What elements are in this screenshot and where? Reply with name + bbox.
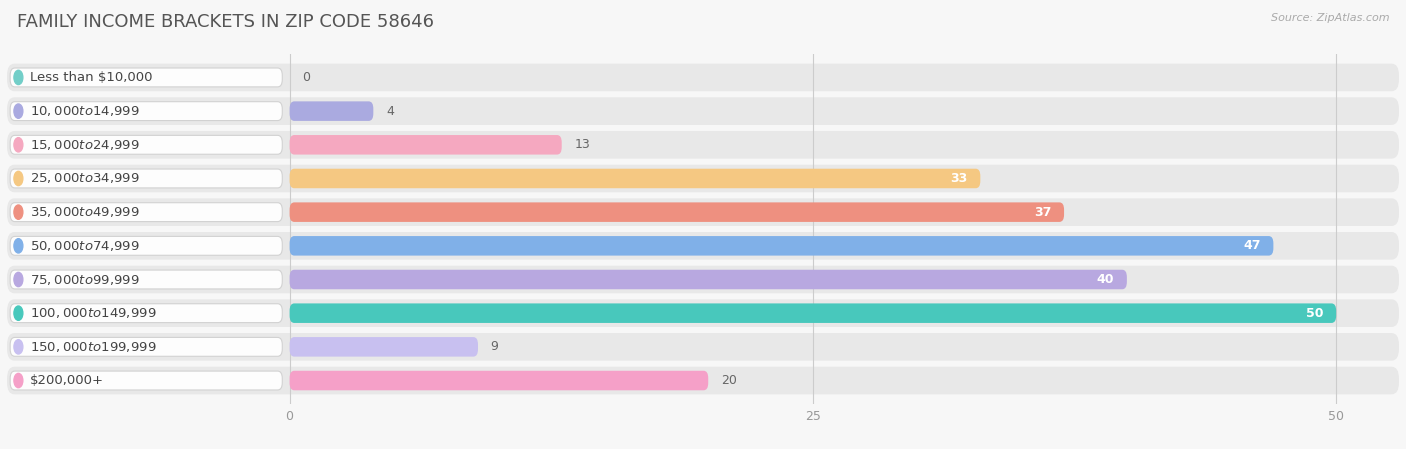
Circle shape <box>14 205 22 219</box>
FancyBboxPatch shape <box>7 131 1399 158</box>
Circle shape <box>14 239 22 253</box>
FancyBboxPatch shape <box>7 97 1399 125</box>
Circle shape <box>14 138 22 152</box>
FancyBboxPatch shape <box>290 270 1126 289</box>
FancyBboxPatch shape <box>10 135 283 154</box>
Text: $100,000 to $149,999: $100,000 to $149,999 <box>30 306 156 320</box>
FancyBboxPatch shape <box>7 165 1399 192</box>
FancyBboxPatch shape <box>7 266 1399 293</box>
FancyBboxPatch shape <box>10 338 283 357</box>
FancyBboxPatch shape <box>10 101 283 120</box>
Text: $25,000 to $34,999: $25,000 to $34,999 <box>30 172 139 185</box>
FancyBboxPatch shape <box>290 304 1336 323</box>
FancyBboxPatch shape <box>7 333 1399 361</box>
Text: $50,000 to $74,999: $50,000 to $74,999 <box>30 239 139 253</box>
Text: 47: 47 <box>1243 239 1261 252</box>
FancyBboxPatch shape <box>7 299 1399 327</box>
Circle shape <box>14 306 22 320</box>
Text: $10,000 to $14,999: $10,000 to $14,999 <box>30 104 139 118</box>
FancyBboxPatch shape <box>10 169 283 188</box>
FancyBboxPatch shape <box>10 203 283 221</box>
Text: FAMILY INCOME BRACKETS IN ZIP CODE 58646: FAMILY INCOME BRACKETS IN ZIP CODE 58646 <box>17 13 434 31</box>
FancyBboxPatch shape <box>290 169 980 188</box>
Text: Less than $10,000: Less than $10,000 <box>30 71 153 84</box>
Text: 40: 40 <box>1097 273 1115 286</box>
Text: $35,000 to $49,999: $35,000 to $49,999 <box>30 205 139 219</box>
Text: $75,000 to $99,999: $75,000 to $99,999 <box>30 273 139 286</box>
Circle shape <box>14 70 22 84</box>
Circle shape <box>14 172 22 185</box>
FancyBboxPatch shape <box>10 371 283 390</box>
Text: $15,000 to $24,999: $15,000 to $24,999 <box>30 138 139 152</box>
FancyBboxPatch shape <box>290 371 709 390</box>
FancyBboxPatch shape <box>290 101 374 121</box>
Text: 0: 0 <box>302 71 311 84</box>
FancyBboxPatch shape <box>290 135 562 154</box>
Circle shape <box>14 104 22 118</box>
Text: 33: 33 <box>950 172 967 185</box>
FancyBboxPatch shape <box>290 236 1274 255</box>
FancyBboxPatch shape <box>7 232 1399 260</box>
Text: 20: 20 <box>721 374 737 387</box>
Text: 13: 13 <box>574 138 591 151</box>
FancyBboxPatch shape <box>7 64 1399 91</box>
Text: $200,000+: $200,000+ <box>30 374 104 387</box>
FancyBboxPatch shape <box>7 198 1399 226</box>
FancyBboxPatch shape <box>290 202 1064 222</box>
Text: Source: ZipAtlas.com: Source: ZipAtlas.com <box>1271 13 1389 23</box>
Text: 50: 50 <box>1306 307 1323 320</box>
FancyBboxPatch shape <box>7 367 1399 394</box>
FancyBboxPatch shape <box>290 337 478 357</box>
Circle shape <box>14 340 22 354</box>
Circle shape <box>14 273 22 286</box>
Text: 4: 4 <box>385 105 394 118</box>
FancyBboxPatch shape <box>10 236 283 255</box>
Text: $150,000 to $199,999: $150,000 to $199,999 <box>30 340 156 354</box>
Circle shape <box>14 374 22 387</box>
Text: 9: 9 <box>491 340 498 353</box>
FancyBboxPatch shape <box>10 68 283 87</box>
FancyBboxPatch shape <box>10 304 283 322</box>
FancyBboxPatch shape <box>10 270 283 289</box>
Text: 37: 37 <box>1035 206 1052 219</box>
